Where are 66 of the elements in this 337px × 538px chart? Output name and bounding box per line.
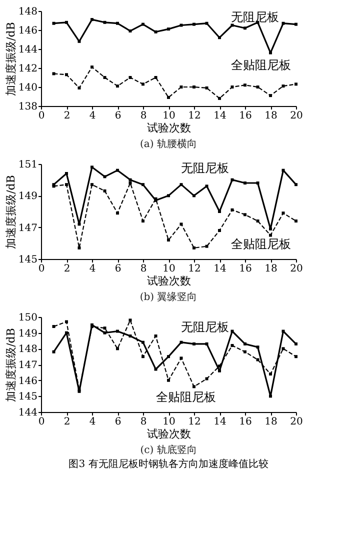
y-tick-label: 149	[18, 191, 38, 202]
x-tick-label: 12	[188, 416, 201, 428]
x-tick-label: 20	[290, 110, 303, 122]
series-label: 全贴阻尼板	[231, 58, 291, 72]
text: (c) 轨底竖向	[140, 444, 197, 456]
x-tick-label: 20	[290, 264, 303, 274]
y-axis-title: 加速度振级/dB	[4, 328, 18, 402]
y-tick-label: 142	[18, 64, 38, 74]
x-tick-label: 18	[264, 264, 278, 274]
y-tick-label: 148	[18, 344, 38, 356]
x-tick-label: 18	[264, 110, 278, 122]
y-axis-title: 加速度振级/dB	[4, 175, 18, 249]
x-tick-label: 4	[89, 110, 96, 122]
x-tick-label: 18	[264, 416, 278, 428]
y-tick-label: 150	[18, 312, 38, 324]
series-label: 全贴阻尼板	[231, 237, 291, 251]
series-label: 全贴阻尼板	[156, 390, 216, 404]
x-tick-label: 10	[162, 110, 176, 122]
x-tick-label: 4	[89, 264, 96, 274]
x-tick-label: 10	[162, 264, 176, 274]
y-tick-label: 147	[18, 222, 38, 234]
x-axis-title: 试验次数	[147, 122, 191, 134]
y-tick-label: 149	[18, 328, 38, 340]
x-axis-title: 试验次数	[147, 274, 191, 288]
y-tick-label: 138	[18, 102, 38, 112]
text: (b) 翼缘竖向	[140, 291, 198, 303]
x-tick-label: 20	[290, 416, 303, 428]
text: (a) 轨腰横向	[140, 138, 197, 150]
x-tick-label: 0	[38, 416, 45, 428]
x-tick-label: 8	[140, 110, 147, 122]
x-tick-label: 14	[214, 110, 226, 122]
x-tick-label: 0	[38, 264, 45, 274]
x-tick-label: 10	[162, 416, 176, 428]
x-tick-label: 14	[214, 264, 226, 274]
series-label: 无阻尼板	[181, 320, 229, 334]
x-tick-label: 16	[239, 416, 252, 428]
x-tick-label: 2	[64, 110, 70, 122]
y-tick-label: 146	[18, 26, 38, 36]
y-tick-label: 148	[18, 6, 38, 18]
x-tick-label: 16	[239, 110, 252, 122]
x-tick-label: 2	[64, 416, 70, 428]
caption: 图3 有无阻尼板时钢轨各方向加速度峰值比较	[68, 458, 268, 470]
x-tick-label: 8	[140, 264, 147, 274]
x-tick-label: 4	[89, 416, 96, 428]
series-label: 无阻尼板	[231, 10, 279, 24]
x-tick-label: 6	[114, 264, 122, 274]
x-tick-label: 0	[38, 110, 45, 122]
x-tick-label: 16	[239, 264, 252, 274]
y-tick-label: 147	[18, 360, 38, 371]
y-tick-label: 144	[18, 408, 38, 418]
x-tick-label: 6	[114, 110, 122, 122]
x-tick-label: 14	[214, 416, 226, 428]
x-tick-label: 6	[114, 416, 122, 428]
x-axis-title: 试验次数	[147, 428, 191, 440]
y-tick-label: 151	[18, 160, 38, 170]
y-tick-label: 145	[18, 254, 38, 266]
y-tick-label: 140	[18, 82, 38, 94]
x-tick-label: 2	[64, 264, 70, 274]
x-tick-label: 8	[140, 416, 147, 428]
y-tick-label: 144	[18, 44, 38, 56]
series-label: 无阻尼板	[181, 161, 229, 175]
x-tick-label: 12	[188, 110, 201, 122]
y-tick-label: 146	[18, 376, 38, 387]
y-tick-label: 145	[18, 392, 38, 403]
y-axis-title: 加速度振级/dB	[4, 22, 18, 96]
x-tick-label: 12	[188, 264, 201, 274]
